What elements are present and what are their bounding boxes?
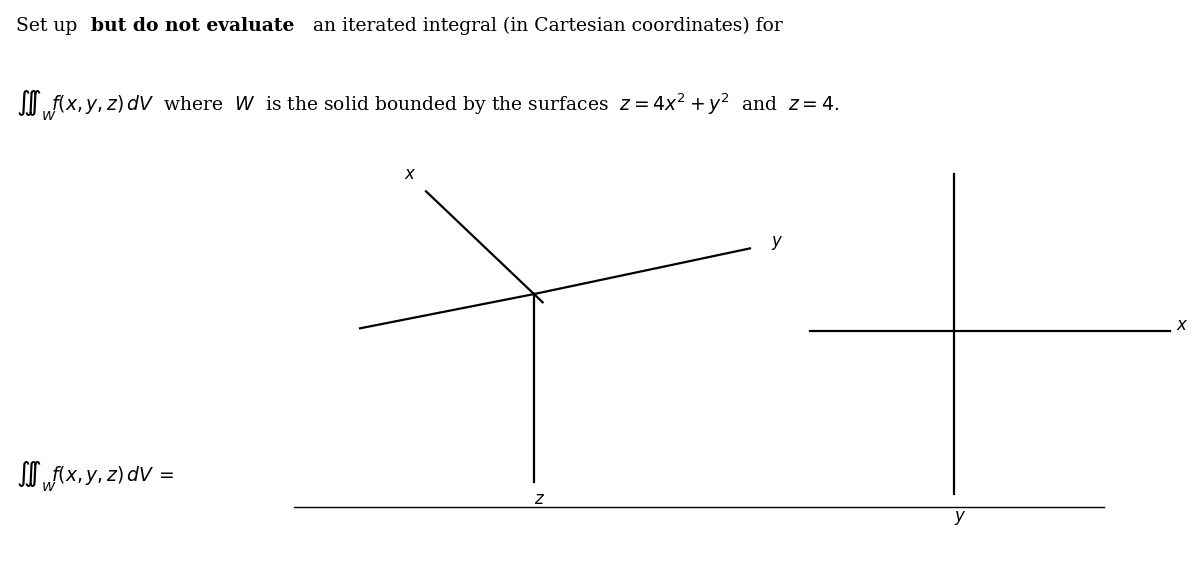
Text: but do not evaluate: but do not evaluate xyxy=(91,17,294,35)
Text: $\iint\!\!\!\int_W\! f(x, y, z)\,dV$  where  $W$  is the solid bounded by the su: $\iint\!\!\!\int_W\! f(x, y, z)\,dV$ whe… xyxy=(16,89,839,123)
Text: $\iint\!\!\!\int_W\! f(x, y, z)\,dV\,=$: $\iint\!\!\!\int_W\! f(x, y, z)\,dV\,=$ xyxy=(16,460,174,494)
Text: $z$: $z$ xyxy=(534,491,546,508)
Text: Set up: Set up xyxy=(16,17,83,35)
Text: an iterated integral (in Cartesian coordinates) for: an iterated integral (in Cartesian coord… xyxy=(307,17,782,35)
Text: $y$: $y$ xyxy=(772,234,784,252)
Text: $x$: $x$ xyxy=(404,166,416,183)
Text: $y$: $y$ xyxy=(954,509,966,528)
Text: $x$: $x$ xyxy=(1176,317,1188,334)
